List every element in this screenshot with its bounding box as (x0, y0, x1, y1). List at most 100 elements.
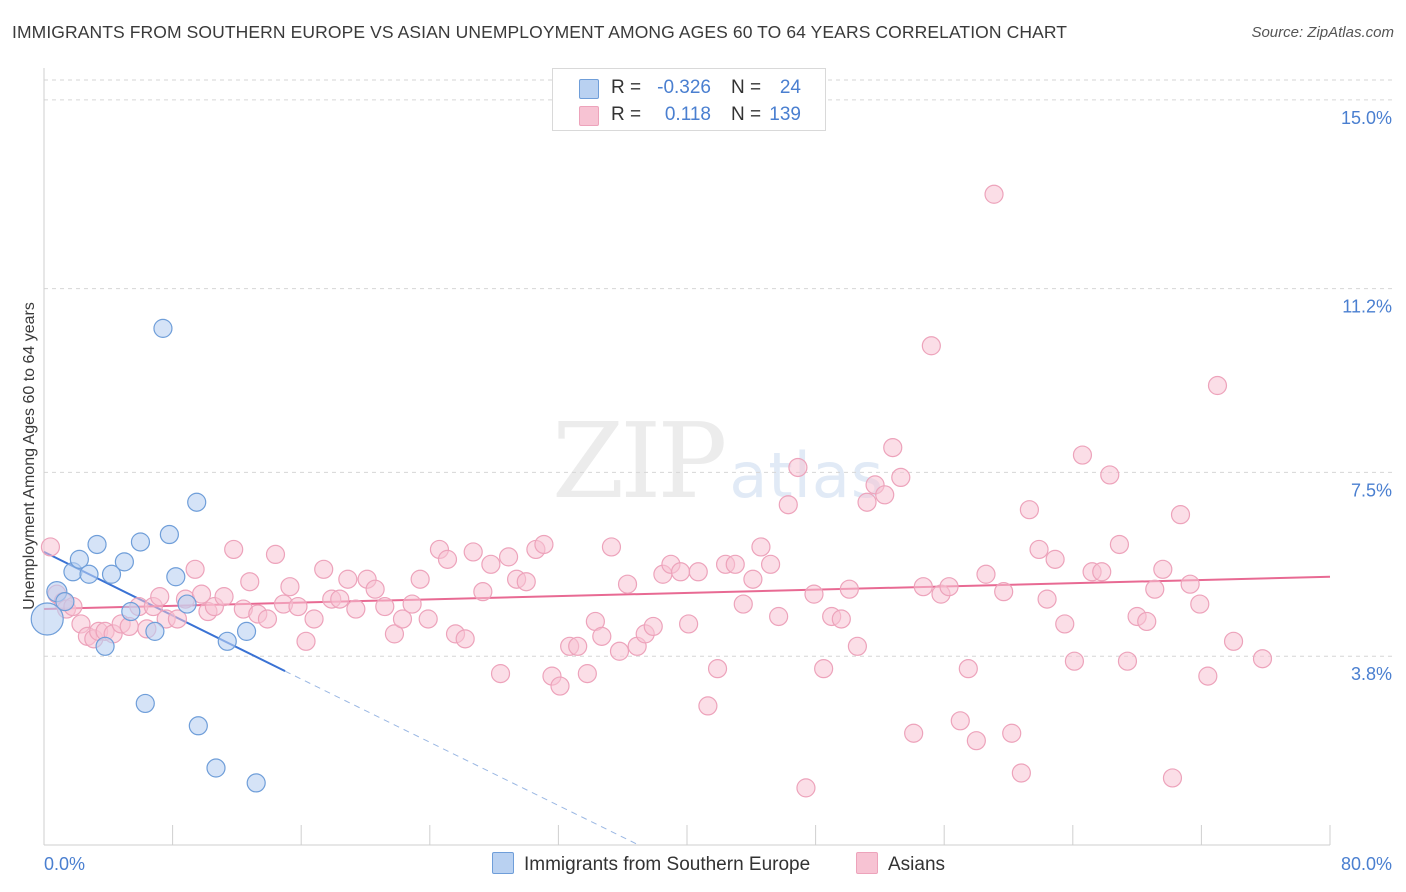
asians-point (577, 664, 597, 684)
legend-r-label: R = (611, 77, 642, 98)
asians-point (384, 624, 405, 644)
asians-point (601, 537, 622, 557)
tick-label-layer: 3.8% 7.5% 11.2% 15.0% 0.0% 80.0% (44, 108, 1392, 874)
asians-point (670, 562, 691, 582)
asians-point (788, 457, 808, 478)
asians-point (402, 594, 422, 614)
asians-point (288, 596, 308, 617)
asians-point (958, 659, 978, 679)
southern-europe-point (153, 318, 173, 338)
asians-point (1190, 594, 1210, 614)
asians-point (1223, 631, 1244, 651)
trend-layer (43, 551, 1331, 846)
asians-point (707, 659, 728, 679)
asians-point (257, 609, 278, 629)
asians-point (847, 636, 867, 656)
asians-point (857, 492, 877, 512)
asians-point (875, 485, 895, 505)
asians-point (804, 584, 824, 604)
asians-point (1252, 649, 1273, 669)
southern-europe-point (69, 549, 89, 569)
legend-r-value: -0.326 (657, 77, 711, 98)
asians-point (778, 495, 798, 515)
asians-point (1011, 763, 1031, 783)
bottom-legend-label-asians: Asians (888, 854, 946, 875)
asians-point (1055, 614, 1075, 634)
legend-r-label: R = (611, 104, 642, 125)
asians-point (760, 554, 781, 574)
asians-point (679, 614, 699, 634)
asians-point (796, 778, 816, 798)
asians-point (392, 609, 413, 629)
asians-point (463, 542, 483, 562)
bottom-legend-southern-europe[interactable]: Immigrants from Southern Europe (492, 852, 810, 878)
southern-europe-point (87, 534, 107, 555)
southern-europe-point (121, 601, 141, 622)
watermark-zip: ZIP (552, 400, 727, 522)
asians-point (490, 664, 511, 684)
southern-europe-point (187, 492, 207, 512)
asians-points (40, 184, 1273, 798)
legend-n-label: N = (731, 104, 762, 125)
legend-row-asians: R = 0.118 N = 139 (553, 102, 825, 128)
watermark-atlas: atlas (729, 439, 885, 512)
asians-point (976, 564, 996, 584)
legend-r-value: 0.118 (664, 104, 711, 125)
asians-point (688, 562, 708, 582)
asians-point (939, 577, 959, 597)
source-credit: Source: ZipAtlas.com (1251, 24, 1394, 41)
asians-point (167, 609, 188, 629)
legend-n-label: N = (731, 77, 762, 98)
asians-point (314, 559, 334, 579)
asians-point (1019, 500, 1039, 520)
asians-point (1029, 539, 1049, 560)
southern-europe-point (246, 773, 266, 793)
southern-europe-point (135, 693, 155, 714)
asians-point (1207, 375, 1228, 396)
bottom-legend-asians[interactable]: Asians (856, 852, 945, 878)
asians-point (1037, 589, 1057, 609)
asians-point (40, 537, 61, 557)
asians-point (1162, 768, 1183, 788)
southern-europe-point (206, 758, 226, 778)
asians-point (839, 579, 859, 599)
southern-europe-point (95, 636, 115, 656)
asians-point (913, 577, 933, 597)
asians-point (592, 626, 612, 646)
x-tick-label-min: 0.0% (44, 854, 85, 874)
asians-point (1198, 666, 1218, 686)
asians-point (296, 631, 316, 651)
asians-point (891, 467, 911, 488)
asians-point (1109, 534, 1130, 555)
asians-point (498, 547, 519, 567)
axis-layer (43, 68, 1331, 846)
x-tick-label-max: 80.0% (1341, 854, 1392, 874)
legend-swatch-asians (579, 106, 599, 126)
asians-point (214, 587, 234, 607)
trend-line-southern-europe-extension (284, 670, 639, 846)
asians-point (568, 636, 588, 656)
asians-point (224, 539, 244, 560)
asians-point (473, 582, 493, 602)
asians-point (1002, 723, 1022, 743)
asians-point (280, 577, 300, 597)
asians-point (921, 336, 941, 356)
bottom-legend-swatch-southern-europe (492, 852, 514, 874)
asians-point (418, 609, 438, 629)
asians-point (1045, 549, 1065, 569)
asians-point (1100, 465, 1120, 485)
asians-point (437, 549, 458, 569)
asians-point (550, 676, 570, 696)
asians-point (904, 723, 924, 743)
y-tick-label: 15.0% (1341, 108, 1392, 128)
asians-point (375, 596, 395, 617)
legend-row-southern-europe: R = -0.326 N = 24 (553, 75, 825, 101)
asians-point (410, 569, 430, 589)
asians-point (1180, 574, 1200, 594)
correlation-legend: R = -0.326 N = 24 R = 0.118 N = 139 (552, 68, 826, 131)
asians-point (455, 629, 475, 649)
asians-point (265, 544, 286, 564)
asians-point (994, 582, 1014, 602)
southern-europe-point (101, 564, 122, 584)
